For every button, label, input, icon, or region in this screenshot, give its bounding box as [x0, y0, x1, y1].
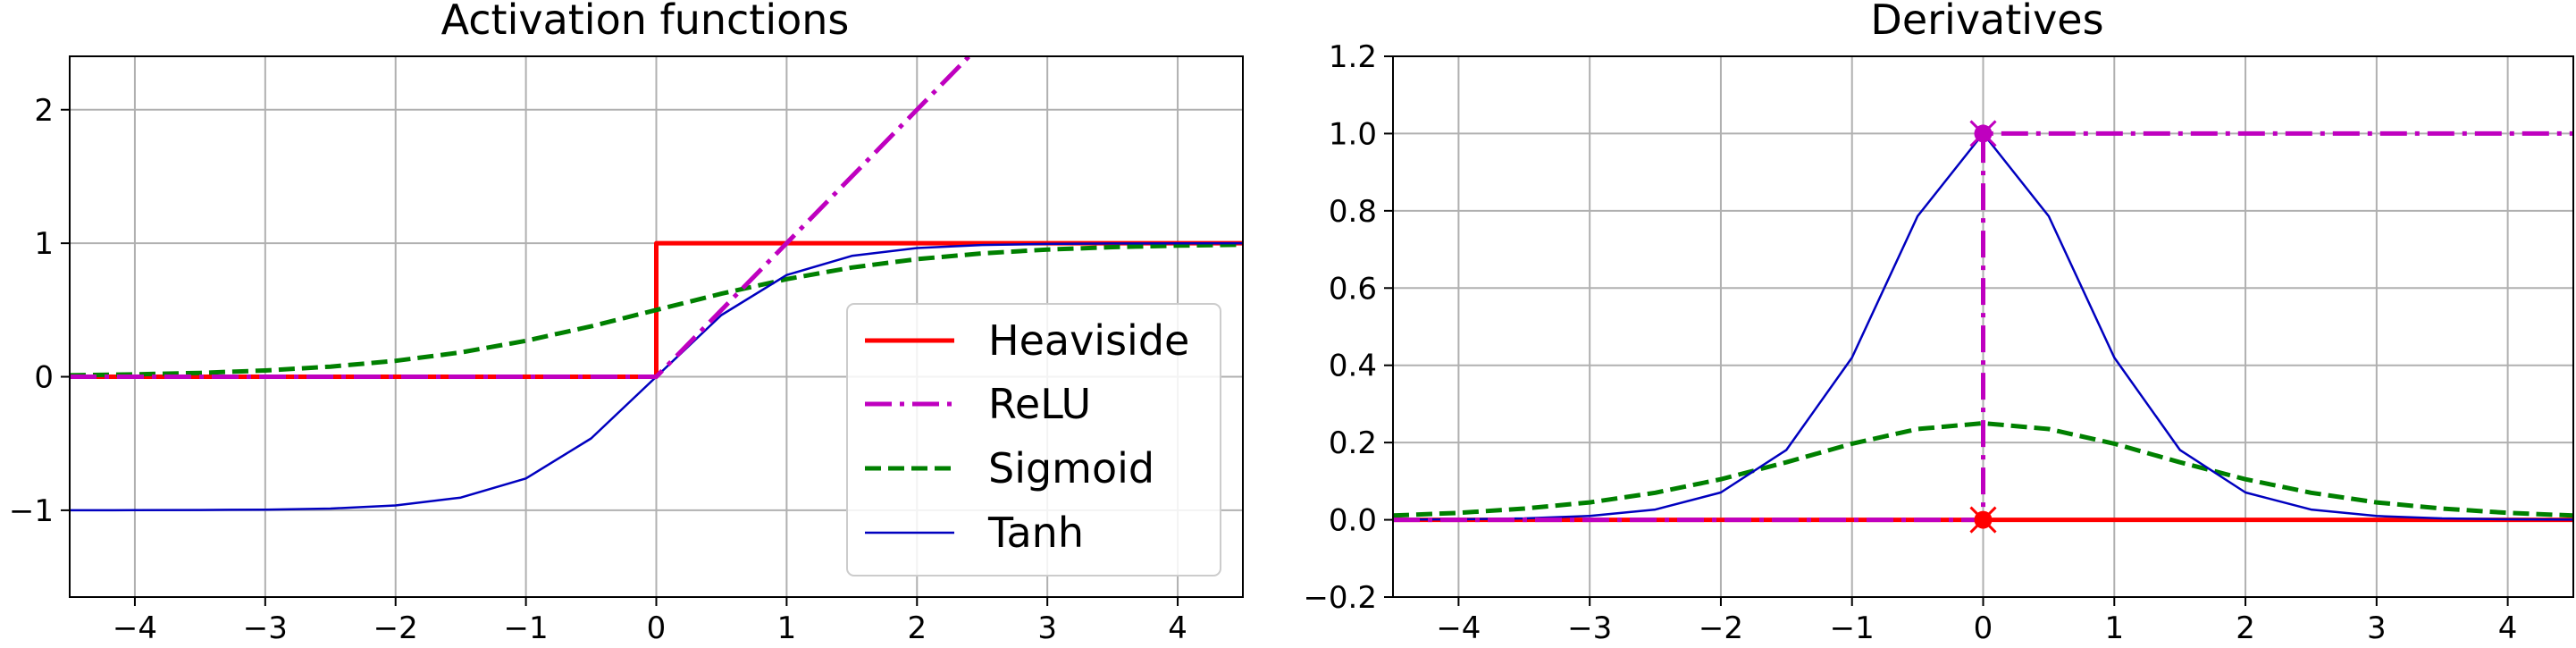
legend-box — [846, 303, 1221, 576]
activation-y-axis: −1 0 1 2 — [9, 93, 70, 529]
activation-series-sigmoid — [70, 242, 1243, 378]
y-tick-label: 0.6 — [1329, 271, 1377, 307]
x-tick-label: 4 — [1168, 610, 1187, 646]
derivatives-chart-title: Derivatives — [1870, 0, 2103, 44]
x-tick-label: −2 — [373, 610, 418, 646]
y-tick-label: 0.0 — [1329, 503, 1377, 539]
legend-label-tanh: Tanh — [987, 509, 1084, 557]
y-tick-label: 0.4 — [1329, 349, 1377, 384]
x-tick-label: −3 — [1567, 610, 1612, 646]
activation-chart-title: Activation functions — [441, 0, 850, 44]
x-tick-label: 1 — [777, 610, 797, 646]
activation-series — [70, 56, 1243, 512]
y-tick-label: 0.2 — [1329, 425, 1377, 461]
legend-label-heaviside: Heaviside — [988, 316, 1189, 365]
x-tick-label: 2 — [2236, 610, 2255, 646]
y-tick-label: 0.8 — [1329, 194, 1377, 230]
x-tick-label: −4 — [1436, 610, 1481, 646]
y-tick-label: 1.0 — [1329, 116, 1377, 152]
x-tick-label: 0 — [1974, 610, 1993, 646]
x-tick-label: −2 — [1699, 610, 1743, 646]
x-tick-label: −1 — [504, 610, 549, 646]
derivatives-marker-relu-dot — [1974, 124, 1993, 143]
activation-x-axis: −4 −3 −2 −1 0 1 2 3 4 — [113, 597, 1187, 646]
derivatives-series-sigmoid — [1393, 421, 2573, 518]
x-tick-label: −1 — [1830, 610, 1875, 646]
x-tick-label: −4 — [113, 610, 157, 646]
y-tick-label: −1 — [9, 493, 54, 529]
y-tick-label: 0 — [34, 360, 54, 396]
legend-label-sigmoid: Sigmoid — [988, 444, 1154, 492]
derivatives-chart: Derivatives −4 −3 −2 −1 0 1 2 3 4 −0.2 0.0 0.2 0.4 0… — [1303, 0, 2574, 646]
x-tick-label: 0 — [647, 610, 667, 646]
derivatives-y-axis: −0.2 0.0 0.2 0.4 0.6 0.8 1.0 1.2 — [1303, 39, 1393, 616]
y-tick-label: 2 — [34, 93, 54, 129]
activation-chart: Activation functions −4 −3 −2 −1 0 1 2 3 4 −1 0 1 2… — [9, 0, 1244, 646]
y-tick-label: −0.2 — [1303, 580, 1377, 616]
y-tick-label: 1 — [34, 226, 54, 262]
x-tick-label: 3 — [2367, 610, 2387, 646]
legend-label-relu: ReLU — [988, 380, 1091, 428]
derivatives-marker-heaviside-dot — [1974, 510, 1993, 529]
derivatives-series-relu — [1393, 130, 2573, 523]
x-tick-label: 4 — [2498, 610, 2518, 646]
y-tick-label: 1.2 — [1329, 39, 1377, 75]
x-tick-label: −3 — [243, 610, 288, 646]
derivatives-x-axis: −4 −3 −2 −1 0 1 2 3 4 — [1436, 597, 2517, 646]
x-tick-label: 1 — [2104, 610, 2124, 646]
x-tick-label: 3 — [1037, 610, 1057, 646]
legend: Heaviside ReLU Sigmoid Tanh — [846, 303, 1221, 576]
x-tick-label: 2 — [907, 610, 927, 646]
activation-series-relu — [70, 56, 971, 379]
